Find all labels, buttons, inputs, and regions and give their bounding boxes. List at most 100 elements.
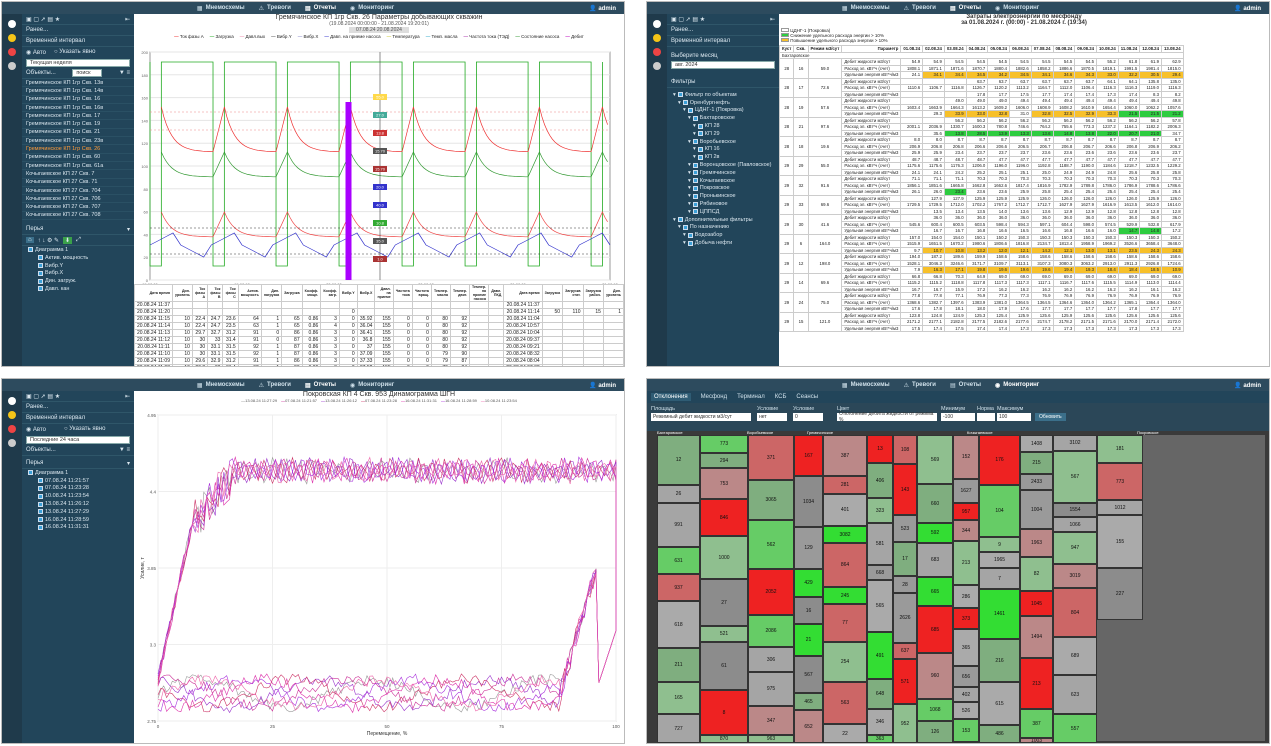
treemap-cell[interactable]: 429 [794, 569, 823, 597]
treemap-cell[interactable]: 8 [700, 690, 748, 735]
treemap-cell[interactable]: 656 [953, 666, 979, 687]
filter-tree-item[interactable]: ▾ Рябиновое [688, 201, 728, 208]
treemap-cell[interactable]: 1003 [1020, 738, 1053, 743]
table-row[interactable]: 29 6 164.0 Дебит жидкости м3/сут 157.0 154.0 1… [779, 233, 1184, 254]
table-row[interactable]: 20.08.24 11:13 10 29.7 32.7 31.2 91 0 86 0.86 3 0 3… [134, 329, 624, 337]
filter-tree-item[interactable]: ▾ ЦППСД [688, 208, 720, 215]
treemap-cell[interactable]: 153 [953, 719, 979, 742]
treemap-cell[interactable]: 618 [657, 601, 700, 648]
treemap-cell[interactable]: 660 [917, 484, 953, 523]
cond2-select[interactable]: 0 [793, 413, 823, 421]
user-admin[interactable]: 👤 admin [1234, 382, 1261, 389]
dynamogram-chart[interactable]: 4.95 4.4 3.85 3.3 2.750 25 50 75 100 Перемещение,… [136, 409, 624, 739]
treemap-cell[interactable]: 365 [953, 629, 979, 666]
well-item[interactable]: Гремячинское КП 1гр Скв. 13в [22, 79, 134, 88]
filter-tree-item[interactable]: ▾ Водозабор [683, 232, 723, 239]
treemap-cell[interactable]: 152 [953, 435, 979, 479]
treemap-cell[interactable]: 689 [1053, 637, 1097, 675]
filter-tree-item[interactable]: ▾ КП 28 [693, 123, 720, 130]
table-row[interactable]: Удельная энергия кВт*ч/м3 9.7 10.7 10.8 13.2… [780, 246, 1184, 254]
legend-item[interactable]: —16.08.24 11:31:31 [400, 398, 437, 403]
home-icon[interactable]: ⌂ [26, 237, 34, 244]
range-dropdown[interactable]: Ранее... [667, 25, 779, 36]
filter-tree-item[interactable]: ▾ КП 2в [693, 154, 720, 161]
treemap-cell[interactable]: 804 [1053, 588, 1097, 637]
treemap-cell[interactable]: 683 [917, 543, 953, 577]
treemap-cell[interactable]: 1045 [1020, 591, 1053, 616]
treemap-cell[interactable]: 108 [893, 435, 917, 464]
legend-item[interactable]: — Темп. масла [425, 34, 458, 39]
tab-terminal[interactable]: Терминал [737, 394, 765, 400]
treemap-cell[interactable]: 592 [917, 523, 953, 543]
nav-alarms[interactable]: ⚠ Тревоги [903, 382, 936, 389]
filter-tree-item[interactable]: ▾ По назначению [678, 224, 729, 231]
treemap-cell[interactable]: 491 [867, 632, 893, 679]
treemap-cell[interactable]: 665 [917, 577, 953, 606]
treemap-cell[interactable]: 864 [823, 543, 867, 587]
tree-item[interactable]: 16.08.24 11:31:31 [28, 524, 134, 532]
tree-item[interactable]: 13.08.24 11:26:12 [28, 500, 134, 508]
min-input[interactable]: -100 [941, 413, 975, 421]
column-header[interactable]: Загрузка рабоч. [582, 284, 604, 302]
link-icon[interactable] [653, 20, 661, 28]
treemap-cell[interactable]: 387 [823, 435, 867, 476]
well-item[interactable]: Гремячинское КП 1гр Скв. 61а [22, 162, 134, 171]
nav-alarms[interactable]: ⚠ Тревоги [258, 5, 291, 12]
filters-header[interactable]: Фильтры [667, 77, 779, 88]
column-header[interactable]: Актив. мощность [237, 284, 262, 302]
treemap-cell[interactable]: 211 [657, 648, 700, 682]
column-header[interactable]: Загрузка [541, 284, 564, 302]
well-item[interactable]: Кочыгаевское КП 27 Скв. 7 [22, 170, 134, 179]
range-dropdown[interactable]: Ранее... [22, 402, 134, 413]
treemap-cell[interactable]: 1965 [979, 552, 1020, 568]
well-item[interactable]: Гремячинское КП 1гр Скв. 19 [22, 120, 134, 129]
tab-deviations[interactable]: Отклонения [651, 393, 691, 401]
legend-item[interactable]: — Давл. на приеме насоса [324, 34, 381, 39]
treemap-cell[interactable]: 22 [823, 724, 867, 743]
treemap-cell[interactable]: 373 [953, 608, 979, 629]
link-icon[interactable] [8, 397, 16, 405]
treemap-cell[interactable]: 27 [700, 579, 748, 626]
treemap-cell[interactable]: 3019 [1053, 564, 1097, 588]
table-row[interactable]: 20.08.24 11:37 20.08.24 11:37 [134, 301, 624, 309]
period-select[interactable]: Текущая неделя [26, 59, 130, 67]
column-header[interactable]: Дин. уровень [172, 284, 193, 302]
treemap-cell[interactable]: 937 [657, 574, 700, 601]
filter-tree-item[interactable]: ▾ Бахтаровское [688, 115, 735, 122]
table-row[interactable]: Расход эл. кВт*ч (счет) 1729.5 1729.5 1712.… [780, 201, 1184, 209]
column-header[interactable]: Давл. ПКД [488, 284, 505, 302]
refresh-button[interactable]: Обновить [1035, 413, 1066, 421]
well-item[interactable]: Кочыгаевское КП 27 Скв. 71 [22, 179, 134, 187]
treemap-cell[interactable]: 1494 [1020, 616, 1053, 658]
treemap-cell[interactable]: 947 [1053, 532, 1097, 564]
filter-tree-item[interactable]: ▾ Фильтр по объектам [673, 91, 737, 98]
tab-fund[interactable]: Месфонд [700, 394, 728, 400]
filter-tree-item[interactable]: ▾ КП 16 [693, 146, 720, 153]
legend-item[interactable]: — Вибр.X [297, 34, 319, 39]
filter-tree-item[interactable]: ▾ Покровское [688, 185, 730, 192]
treemap-cell[interactable]: 565 [867, 580, 893, 632]
legend-item[interactable]: — Давл.вых [239, 34, 266, 39]
well-item[interactable]: Гремячинское КП 1гр Скв. 16в [22, 104, 134, 113]
treemap-cell[interactable]: 562 [748, 520, 794, 569]
column-header[interactable]: Темпер. на приеме насоса [468, 284, 490, 302]
legend-item[interactable]: — Ток фазы A [174, 34, 204, 39]
column-header[interactable]: Ток фазы B [207, 284, 224, 302]
legend-item[interactable]: — Частота тока (ТЭД) [463, 34, 510, 39]
filter-icon[interactable]: ▼ ≡ [118, 70, 130, 76]
objects-header[interactable]: Объекты... ▼ ≡ [22, 445, 134, 456]
pens-header[interactable]: Перья ▾ [22, 458, 134, 469]
treemap-cell[interactable]: 1461 [979, 589, 1020, 639]
column-header[interactable]: Давл. на приеме [374, 284, 394, 302]
table-row[interactable]: 20.08.24 11:10 10 30 33.1 31.5 92 1 87 0.86 3 0 37.… [134, 350, 624, 358]
tool-icons[interactable]: ▣ ▢ ➚ ▤ ★ [26, 16, 61, 23]
tree-item[interactable]: 10.08.24 11:23:54 [28, 492, 134, 500]
collapse-icon[interactable]: ⇤ [769, 16, 775, 23]
nav-monitoring[interactable]: ◉ Мониторинг [995, 5, 1040, 12]
nav-mnemonics[interactable]: ▦ Мнемосхемы [841, 5, 890, 12]
user-admin[interactable]: 👤 admin [1234, 5, 1261, 12]
tool-icons[interactable]: ▣ ▢ ➚ ▤ ★ [671, 16, 706, 23]
treemap-cell[interactable]: 1000 [953, 742, 979, 743]
tree-root[interactable]: Диаграмма 1 [28, 246, 134, 254]
tool-icon[interactable]: ↑ ↓ ⚙ ✎ [37, 237, 60, 244]
